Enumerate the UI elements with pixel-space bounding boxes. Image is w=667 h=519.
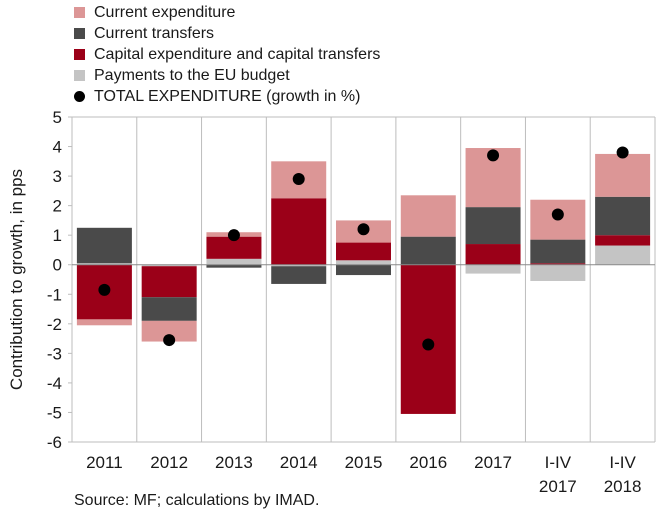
y-tick-label: 3 [53, 167, 62, 186]
legend-swatch-current-expenditure [74, 7, 85, 18]
y-tick-label: 5 [53, 108, 62, 127]
bar-segment-current-transfers [336, 264, 391, 276]
y-tick-label: 2 [53, 197, 62, 216]
y-tick-label: 0 [53, 256, 62, 275]
x-tick-label: 2014 [280, 453, 318, 472]
bar-segment-current-transfers [76, 227, 132, 264]
legend-label-current-expenditure: Current expenditure [94, 3, 236, 21]
bar-segment-current-transfers [400, 236, 456, 265]
total-expenditure-marker [98, 283, 111, 296]
legend-swatch-current-transfers [74, 28, 85, 39]
bar-segment-capital-expenditure [336, 242, 391, 261]
bar-segment-current-expenditure [400, 195, 456, 237]
bar-segment-capital-expenditure [141, 266, 197, 298]
legend-item-eu-payments: Payments to the EU budget [74, 65, 380, 86]
bar-segment-eu-payments [530, 264, 586, 281]
x-tick-label: 2012 [150, 453, 188, 472]
x-tick-label: 2011 [86, 453, 123, 472]
bar-segment-current-expenditure [76, 319, 132, 326]
bar-segment-eu-payments [141, 264, 197, 267]
bar-segment-current-transfers [206, 264, 262, 268]
source-note: Source: MF; calculations by IMAD. [74, 492, 320, 509]
bar-segment-eu-payments [206, 258, 262, 265]
total-expenditure-marker [227, 229, 240, 242]
bar-segment-eu-payments [595, 245, 651, 265]
bar-segment-current-transfers [141, 297, 197, 321]
y-tick-label: -4 [47, 374, 62, 393]
legend-marker-total-expenditure [74, 91, 85, 102]
legend-item-current-transfers: Current transfers [74, 23, 380, 44]
total-expenditure-marker [163, 334, 176, 347]
bar-segment-eu-payments [465, 264, 521, 274]
x-tick-label: 2018 [604, 477, 642, 496]
legend-item-total-expenditure: TOTAL EXPENDITURE (growth in %) [74, 86, 380, 107]
total-expenditure-marker [487, 149, 500, 162]
x-tick-label: 2013 [215, 453, 253, 472]
x-tick-label: 2016 [409, 453, 447, 472]
bar-segment-current-expenditure [141, 320, 197, 342]
legend: Current expenditure Current transfers Ca… [74, 2, 380, 107]
total-expenditure-marker [357, 223, 370, 236]
y-tick-label: -5 [47, 403, 62, 422]
legend-item-current-expenditure: Current expenditure [74, 2, 380, 23]
legend-label-eu-payments: Payments to the EU budget [94, 66, 290, 84]
y-tick-label: 4 [53, 138, 62, 157]
x-tick-label: 2017 [474, 453, 512, 472]
legend-label-total-expenditure: TOTAL EXPENDITURE (growth in %) [94, 87, 361, 105]
y-tick-label: -6 [47, 433, 62, 452]
y-tick-label: -2 [47, 315, 62, 334]
bar-segment-current-transfers [595, 196, 651, 236]
x-tick-label: I-IV [609, 453, 636, 472]
y-tick-label: -1 [47, 285, 62, 304]
y-tick-label: 1 [53, 226, 62, 245]
bar-segment-eu-payments [336, 260, 391, 265]
bar-segment-capital-expenditure [530, 263, 586, 265]
bar-segment-capital-expenditure [595, 235, 651, 246]
total-expenditure-marker [422, 338, 435, 351]
x-tick-label: 2015 [345, 453, 383, 472]
total-expenditure-marker [551, 208, 564, 221]
legend-item-capital-expenditure: Capital expenditure and capital transfer… [74, 44, 380, 65]
bar-segment-current-transfers [465, 207, 521, 245]
legend-label-current-transfers: Current transfers [94, 24, 215, 42]
total-expenditure-marker [616, 146, 629, 159]
x-tick-label: I-IV [545, 453, 572, 472]
bar-segment-current-expenditure [595, 153, 651, 197]
bar-segment-current-transfers [271, 266, 327, 284]
legend-label-capital-expenditure: Capital expenditure and capital transfer… [94, 45, 381, 63]
bar-segment-eu-payments [76, 263, 132, 265]
legend-swatch-eu-payments [74, 70, 85, 81]
bar-segment-eu-payments [271, 264, 327, 267]
bar-segment-capital-expenditure [465, 244, 521, 265]
bar-segment-capital-expenditure [271, 198, 327, 265]
bar-segment-capital-expenditure [206, 236, 262, 259]
total-expenditure-marker [292, 173, 305, 186]
y-tick-label: -3 [47, 344, 62, 363]
y-axis-title: Contribution to growth, in pps [7, 169, 26, 390]
legend-swatch-capital-expenditure [74, 49, 85, 60]
x-tick-label: 2017 [539, 477, 577, 496]
bar-segment-current-transfers [530, 239, 586, 264]
